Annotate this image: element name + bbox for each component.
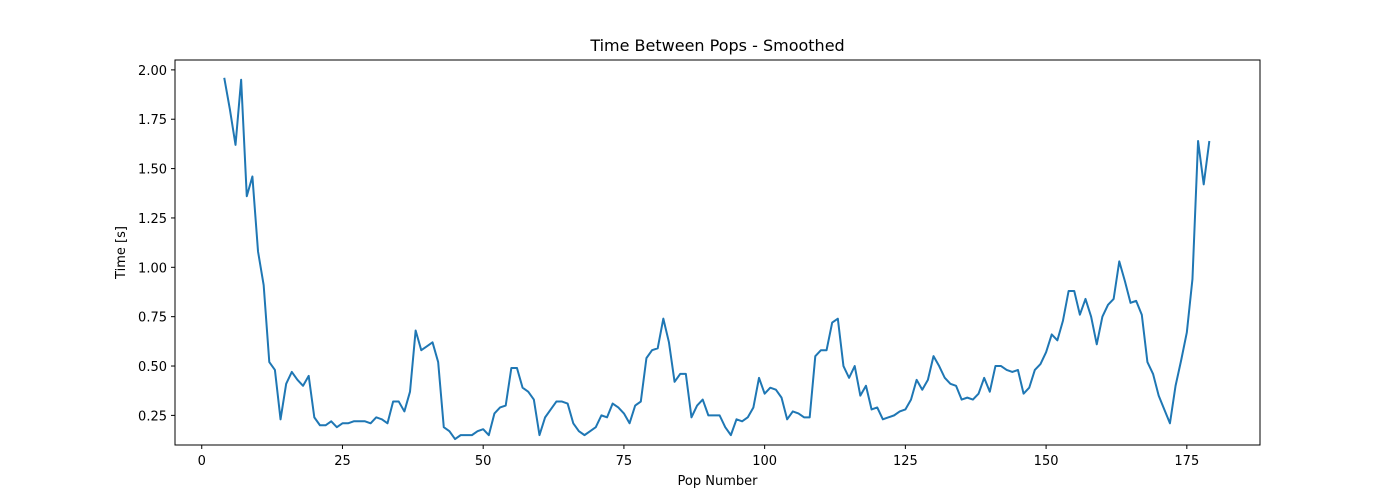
- series-line: [223, 77, 1211, 441]
- y-axis-label: Time [s]: [114, 226, 129, 280]
- x-tick-label: 75: [616, 454, 633, 469]
- x-tick-label: 150: [1034, 454, 1059, 469]
- y-tick-label: 1.50: [138, 163, 167, 178]
- chart-title: Time Between Pops - Smoothed: [589, 36, 844, 55]
- y-tick-label: 0.25: [138, 409, 167, 424]
- x-tick-label: 175: [1174, 454, 1199, 469]
- x-tick-label: 100: [752, 454, 777, 469]
- y-axis: 0.25 0.50 0.75 1.00 1.25 1.50 1.75 2.00: [138, 64, 175, 424]
- y-tick-label: 0.50: [138, 360, 167, 375]
- x-tick-label: 25: [334, 454, 351, 469]
- y-tick-label: 0.75: [138, 311, 167, 326]
- x-tick-label: 125: [893, 454, 918, 469]
- y-tick-label: 1.25: [138, 212, 167, 227]
- y-tick-label: 2.00: [138, 64, 167, 79]
- x-axis-label: Pop Number: [678, 474, 759, 489]
- y-tick-label: 1.00: [138, 261, 167, 276]
- x-axis: 0 25 50 75 100 125 150 175: [198, 445, 1199, 469]
- x-tick-label: 50: [475, 454, 492, 469]
- y-tick-label: 1.75: [138, 113, 167, 128]
- x-tick-label: 0: [198, 454, 206, 469]
- plot-frame: [174, 59, 1261, 446]
